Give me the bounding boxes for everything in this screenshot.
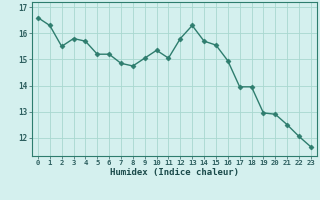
X-axis label: Humidex (Indice chaleur): Humidex (Indice chaleur): [110, 168, 239, 177]
